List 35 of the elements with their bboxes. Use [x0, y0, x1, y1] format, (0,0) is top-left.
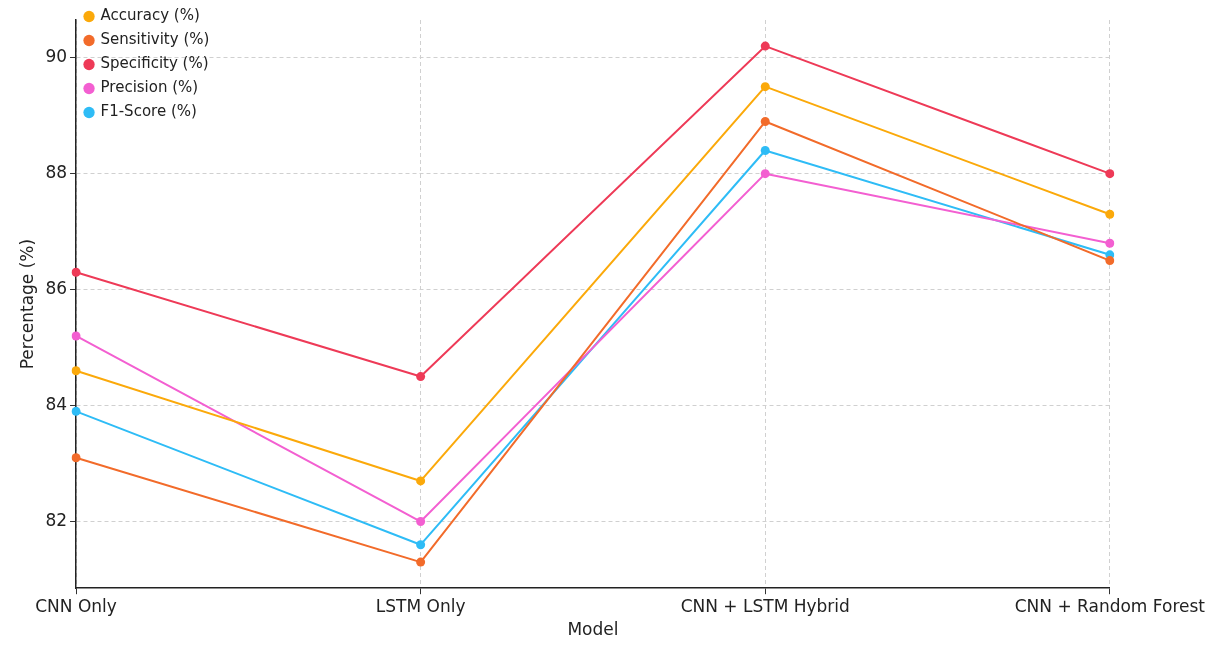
x-tick-label: CNN Only [35, 595, 117, 616]
y-tick-label: 86 [45, 278, 68, 299]
legend-label: Specificity (%) [100, 54, 209, 73]
point [416, 372, 426, 382]
x-tick-label: LSTM Only [375, 595, 466, 616]
y-tick-label: 88 [45, 162, 68, 183]
point [416, 557, 426, 567]
legend-label: Accuracy (%) [100, 6, 200, 25]
point [71, 453, 81, 463]
x-tick-label: CNN + LSTM Hybrid [680, 595, 850, 616]
point [760, 116, 770, 126]
point [71, 406, 81, 416]
point [416, 540, 426, 550]
point [1105, 209, 1115, 219]
legend-label: F1-Score (%) [100, 102, 197, 121]
x-axis-title: Model [567, 619, 619, 640]
point [760, 169, 770, 179]
point [71, 331, 81, 341]
x-tick-label: CNN + Random Forest [1014, 595, 1206, 616]
y-tick-label: 84 [45, 393, 68, 414]
legend-label: Precision (%) [100, 78, 199, 97]
y-tick-label: 82 [45, 509, 68, 530]
point [760, 145, 770, 155]
point [760, 82, 770, 92]
point [416, 476, 426, 486]
point [1105, 238, 1115, 248]
point [71, 366, 81, 376]
point [71, 267, 81, 277]
point [416, 517, 426, 527]
y-axis-title: Percentage (%) [16, 238, 37, 370]
legend-label: Sensitivity (%) [100, 30, 210, 49]
point [1105, 169, 1115, 179]
y-tick-label: 90 [45, 46, 68, 67]
point [760, 41, 770, 51]
point [1105, 256, 1115, 266]
